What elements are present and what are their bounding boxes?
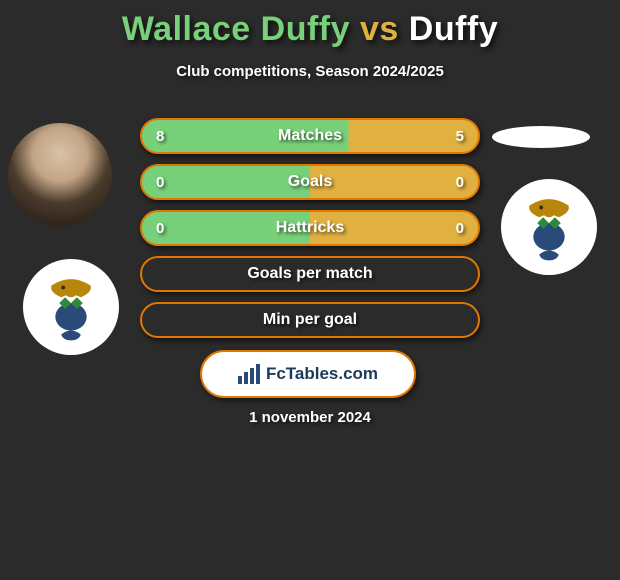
stat-bar-goals: Goals0 0 — [140, 164, 480, 200]
stat-label: Goals per match — [142, 265, 478, 283]
vs-text: vs — [360, 10, 399, 48]
stat-label: Matches — [142, 127, 478, 145]
player1-club-crest — [22, 258, 120, 356]
crest-icon — [500, 178, 598, 276]
stat-bar-matches: Matches8 5 — [140, 118, 480, 154]
comparison-subtitle: Club competitions, Season 2024/2025 — [0, 63, 620, 80]
stat-bars: Matches85Goals00Hattricks00Goals per mat… — [140, 118, 480, 348]
bar-chart-icon — [238, 364, 260, 384]
stat-bar-goals-per-match: Goals per match — [140, 256, 480, 292]
player2-avatar-placeholder — [492, 126, 590, 148]
stat-value-player1: 0 — [156, 174, 164, 191]
player1-avatar — [8, 123, 112, 227]
stat-label: Hattricks — [142, 219, 478, 237]
brand-badge: FcTables.com — [200, 350, 416, 398]
stat-bar-hattricks: Hattricks0 0 — [140, 210, 480, 246]
player2-name: Duffy — [409, 10, 498, 48]
comparison-card: { "title": { "player1_name": "Wallace Du… — [0, 0, 620, 580]
stat-value-player1: 8 — [156, 128, 164, 145]
stat-value-player2: 0 — [456, 174, 464, 191]
stat-bar-min-per-goal: Min per goal — [140, 302, 480, 338]
stat-value-player1: 0 — [156, 220, 164, 237]
stat-label: Goals — [142, 173, 478, 191]
snapshot-date: 1 november 2024 — [0, 409, 620, 426]
player1-name: Wallace Duffy — [122, 10, 350, 48]
crest-icon — [22, 258, 120, 356]
stat-value-player2: 0 — [456, 220, 464, 237]
brand-text: FcTables.com — [266, 364, 378, 384]
player2-club-crest — [500, 178, 598, 276]
stat-value-player2: 5 — [456, 128, 464, 145]
comparison-title: Wallace Duffy vs Duffy — [0, 0, 620, 49]
stat-label: Min per goal — [142, 311, 478, 329]
